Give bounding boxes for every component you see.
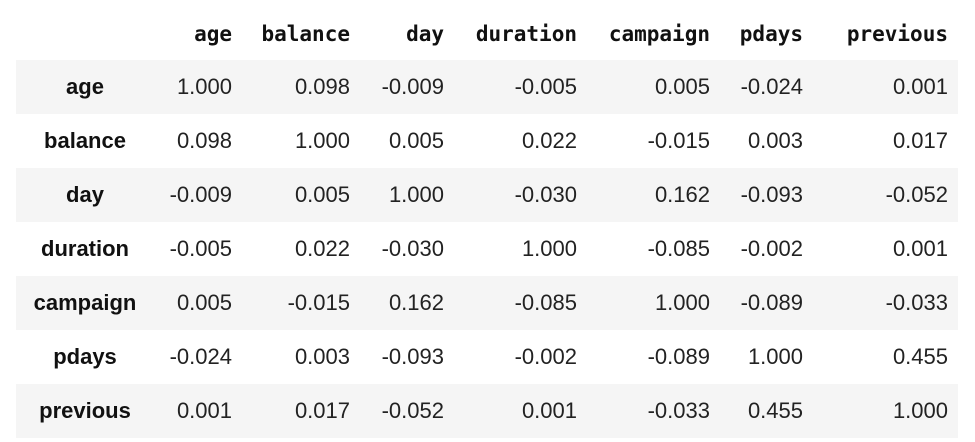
table-cell: -0.002 — [740, 236, 803, 261]
row-label: age — [66, 74, 104, 99]
row-label: campaign — [33, 290, 137, 315]
table-cell: -0.052 — [381, 398, 444, 423]
table-cell: 0.162 — [388, 290, 444, 315]
table-body: age 1.000 0.098 -0.009 -0.005 0.005 -0.0… — [16, 60, 958, 438]
table-cell: 0.005 — [176, 290, 232, 315]
table-cell: 0.017 — [294, 398, 350, 423]
table-cell: 0.455 — [892, 344, 948, 369]
table-cell: -0.015 — [647, 128, 710, 153]
column-header: age — [194, 22, 232, 46]
correlation-table: age balance day duration campaign pdays … — [16, 8, 958, 438]
table-cell: 1.000 — [388, 182, 444, 207]
table-cell: 0.022 — [521, 128, 577, 153]
table-cell: 0.022 — [294, 236, 350, 261]
header-row: age balance day duration campaign pdays … — [16, 8, 958, 60]
table-cell: 1.000 — [294, 128, 350, 153]
table-cell: 0.098 — [294, 74, 350, 99]
row-label: duration — [41, 236, 129, 261]
table-cell: -0.085 — [514, 290, 577, 315]
column-header: previous — [846, 22, 948, 46]
table-cell: -0.093 — [381, 344, 444, 369]
column-header: campaign — [608, 22, 710, 46]
table-cell: -0.093 — [740, 182, 803, 207]
table-cell: -0.009 — [381, 74, 444, 99]
table-cell: 0.001 — [892, 74, 948, 99]
table-row: balance 0.098 1.000 0.005 0.022 -0.015 0… — [16, 114, 958, 168]
table-cell: -0.009 — [169, 182, 232, 207]
table-cell: 1.000 — [747, 344, 803, 369]
table-cell: 0.003 — [294, 344, 350, 369]
table-cell: 0.098 — [176, 128, 232, 153]
table-cell: 0.001 — [176, 398, 232, 423]
column-header: balance — [261, 22, 350, 46]
table-cell: 0.005 — [388, 128, 444, 153]
table-cell: -0.033 — [885, 290, 948, 315]
table-header: age balance day duration campaign pdays … — [16, 8, 958, 60]
table-row: duration -0.005 0.022 -0.030 1.000 -0.08… — [16, 222, 958, 276]
table-cell: 1.000 — [176, 74, 232, 99]
table-cell: 0.003 — [747, 128, 803, 153]
table-cell: -0.015 — [287, 290, 350, 315]
table-cell: 0.001 — [892, 236, 948, 261]
table-cell: -0.089 — [740, 290, 803, 315]
table-cell: -0.005 — [514, 74, 577, 99]
table-cell: -0.030 — [381, 236, 444, 261]
table-cell: 0.005 — [654, 74, 710, 99]
table-cell: -0.024 — [169, 344, 232, 369]
table-cell: -0.085 — [647, 236, 710, 261]
table-cell: -0.089 — [647, 344, 710, 369]
table-cell: 0.162 — [654, 182, 710, 207]
table-cell: -0.005 — [169, 236, 232, 261]
table-row: campaign 0.005 -0.015 0.162 -0.085 1.000… — [16, 276, 958, 330]
corner-cell — [16, 8, 154, 60]
table-cell: -0.030 — [514, 182, 577, 207]
row-label: previous — [39, 398, 131, 423]
table-row: age 1.000 0.098 -0.009 -0.005 0.005 -0.0… — [16, 60, 958, 114]
table-cell: 1.000 — [521, 236, 577, 261]
table-row: pdays -0.024 0.003 -0.093 -0.002 -0.089 … — [16, 330, 958, 384]
table-cell: -0.024 — [740, 74, 803, 99]
column-header: pdays — [739, 22, 803, 46]
column-header: day — [406, 22, 444, 46]
table-cell: -0.052 — [885, 182, 948, 207]
table-cell: 0.455 — [747, 398, 803, 423]
table-cell: 1.000 — [654, 290, 710, 315]
table-row: day -0.009 0.005 1.000 -0.030 0.162 -0.0… — [16, 168, 958, 222]
row-label: pdays — [53, 344, 117, 369]
table-cell: 0.017 — [892, 128, 948, 153]
table-cell: -0.002 — [514, 344, 577, 369]
column-header: duration — [475, 22, 577, 46]
table-cell: -0.033 — [647, 398, 710, 423]
row-label: day — [66, 182, 104, 207]
table-cell: 1.000 — [892, 398, 948, 423]
table-cell: 0.001 — [521, 398, 577, 423]
table-cell: 0.005 — [294, 182, 350, 207]
row-label: balance — [44, 128, 126, 153]
table-row: previous 0.001 0.017 -0.052 0.001 -0.033… — [16, 384, 958, 438]
